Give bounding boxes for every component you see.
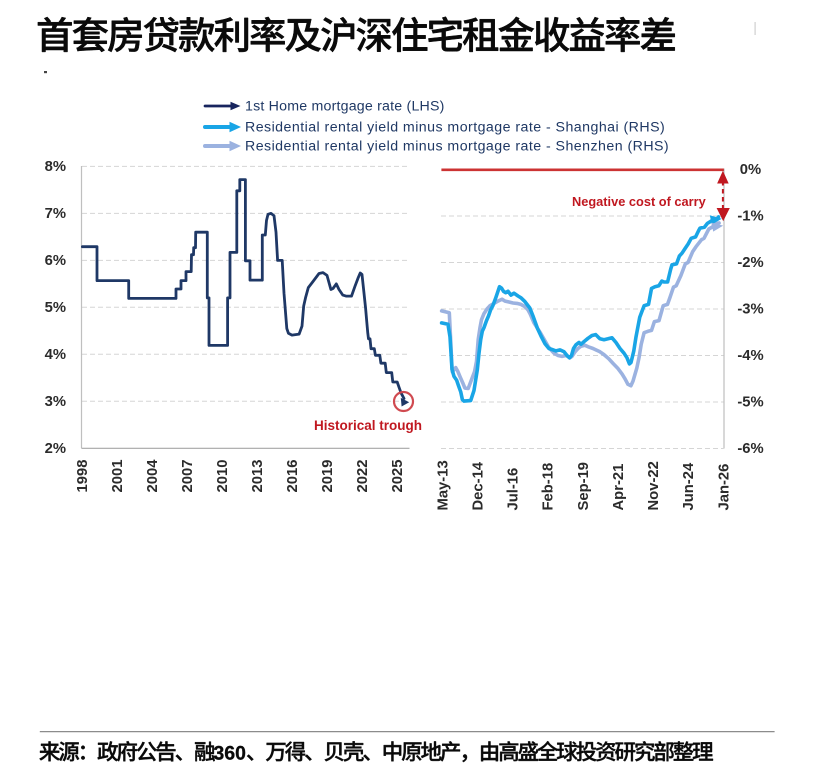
svg-text:Historical trough: Historical trough	[314, 418, 422, 433]
svg-text:8%: 8%	[45, 159, 66, 175]
svg-text:2013: 2013	[250, 460, 266, 493]
svg-text:6%: 6%	[45, 253, 66, 269]
svg-text:2004: 2004	[145, 459, 161, 493]
svg-text:Negative cost of carry: Negative cost of carry	[572, 194, 707, 209]
svg-text:-4%: -4%	[737, 348, 763, 364]
svg-text:2001: 2001	[110, 460, 126, 493]
svg-text:2025: 2025	[390, 460, 406, 493]
svg-text:Residential rental yield minus: Residential rental yield minus mortgage …	[245, 139, 669, 155]
svg-text:-2%: -2%	[737, 255, 763, 271]
svg-text:2022: 2022	[355, 460, 371, 493]
svg-text:Jun-24: Jun-24	[681, 462, 697, 510]
svg-text:Nov-22: Nov-22	[646, 461, 662, 510]
svg-text:-5%: -5%	[737, 395, 763, 411]
svg-text:Jan-26: Jan-26	[716, 464, 732, 511]
svg-text:Sep-19: Sep-19	[576, 462, 592, 511]
svg-text:Residential rental yield minus: Residential rental yield minus mortgage …	[245, 120, 665, 136]
svg-text:2010: 2010	[215, 460, 231, 493]
svg-text:4%: 4%	[45, 347, 66, 363]
svg-text:3%: 3%	[45, 394, 66, 410]
svg-text:2%: 2%	[45, 441, 66, 457]
svg-text:2016: 2016	[285, 460, 301, 493]
svg-text:Apr-21: Apr-21	[611, 464, 627, 511]
svg-text:Dec-14: Dec-14	[470, 461, 486, 510]
svg-text:-6%: -6%	[737, 441, 763, 457]
svg-text:1st Home mortgage rate (LHS): 1st Home mortgage rate (LHS)	[245, 99, 445, 115]
svg-text:-3%: -3%	[737, 302, 763, 318]
svg-text:Jul-16: Jul-16	[506, 468, 522, 511]
svg-text:0%: 0%	[740, 162, 761, 178]
svg-text:Feb-18: Feb-18	[541, 463, 557, 511]
svg-text:5%: 5%	[45, 300, 66, 316]
svg-text:7%: 7%	[45, 206, 66, 222]
svg-text:2007: 2007	[180, 460, 196, 493]
svg-text:2019: 2019	[320, 460, 336, 493]
svg-text:1998: 1998	[75, 460, 91, 493]
svg-text:May-13: May-13	[435, 460, 451, 510]
svg-text:-1%: -1%	[737, 209, 763, 225]
